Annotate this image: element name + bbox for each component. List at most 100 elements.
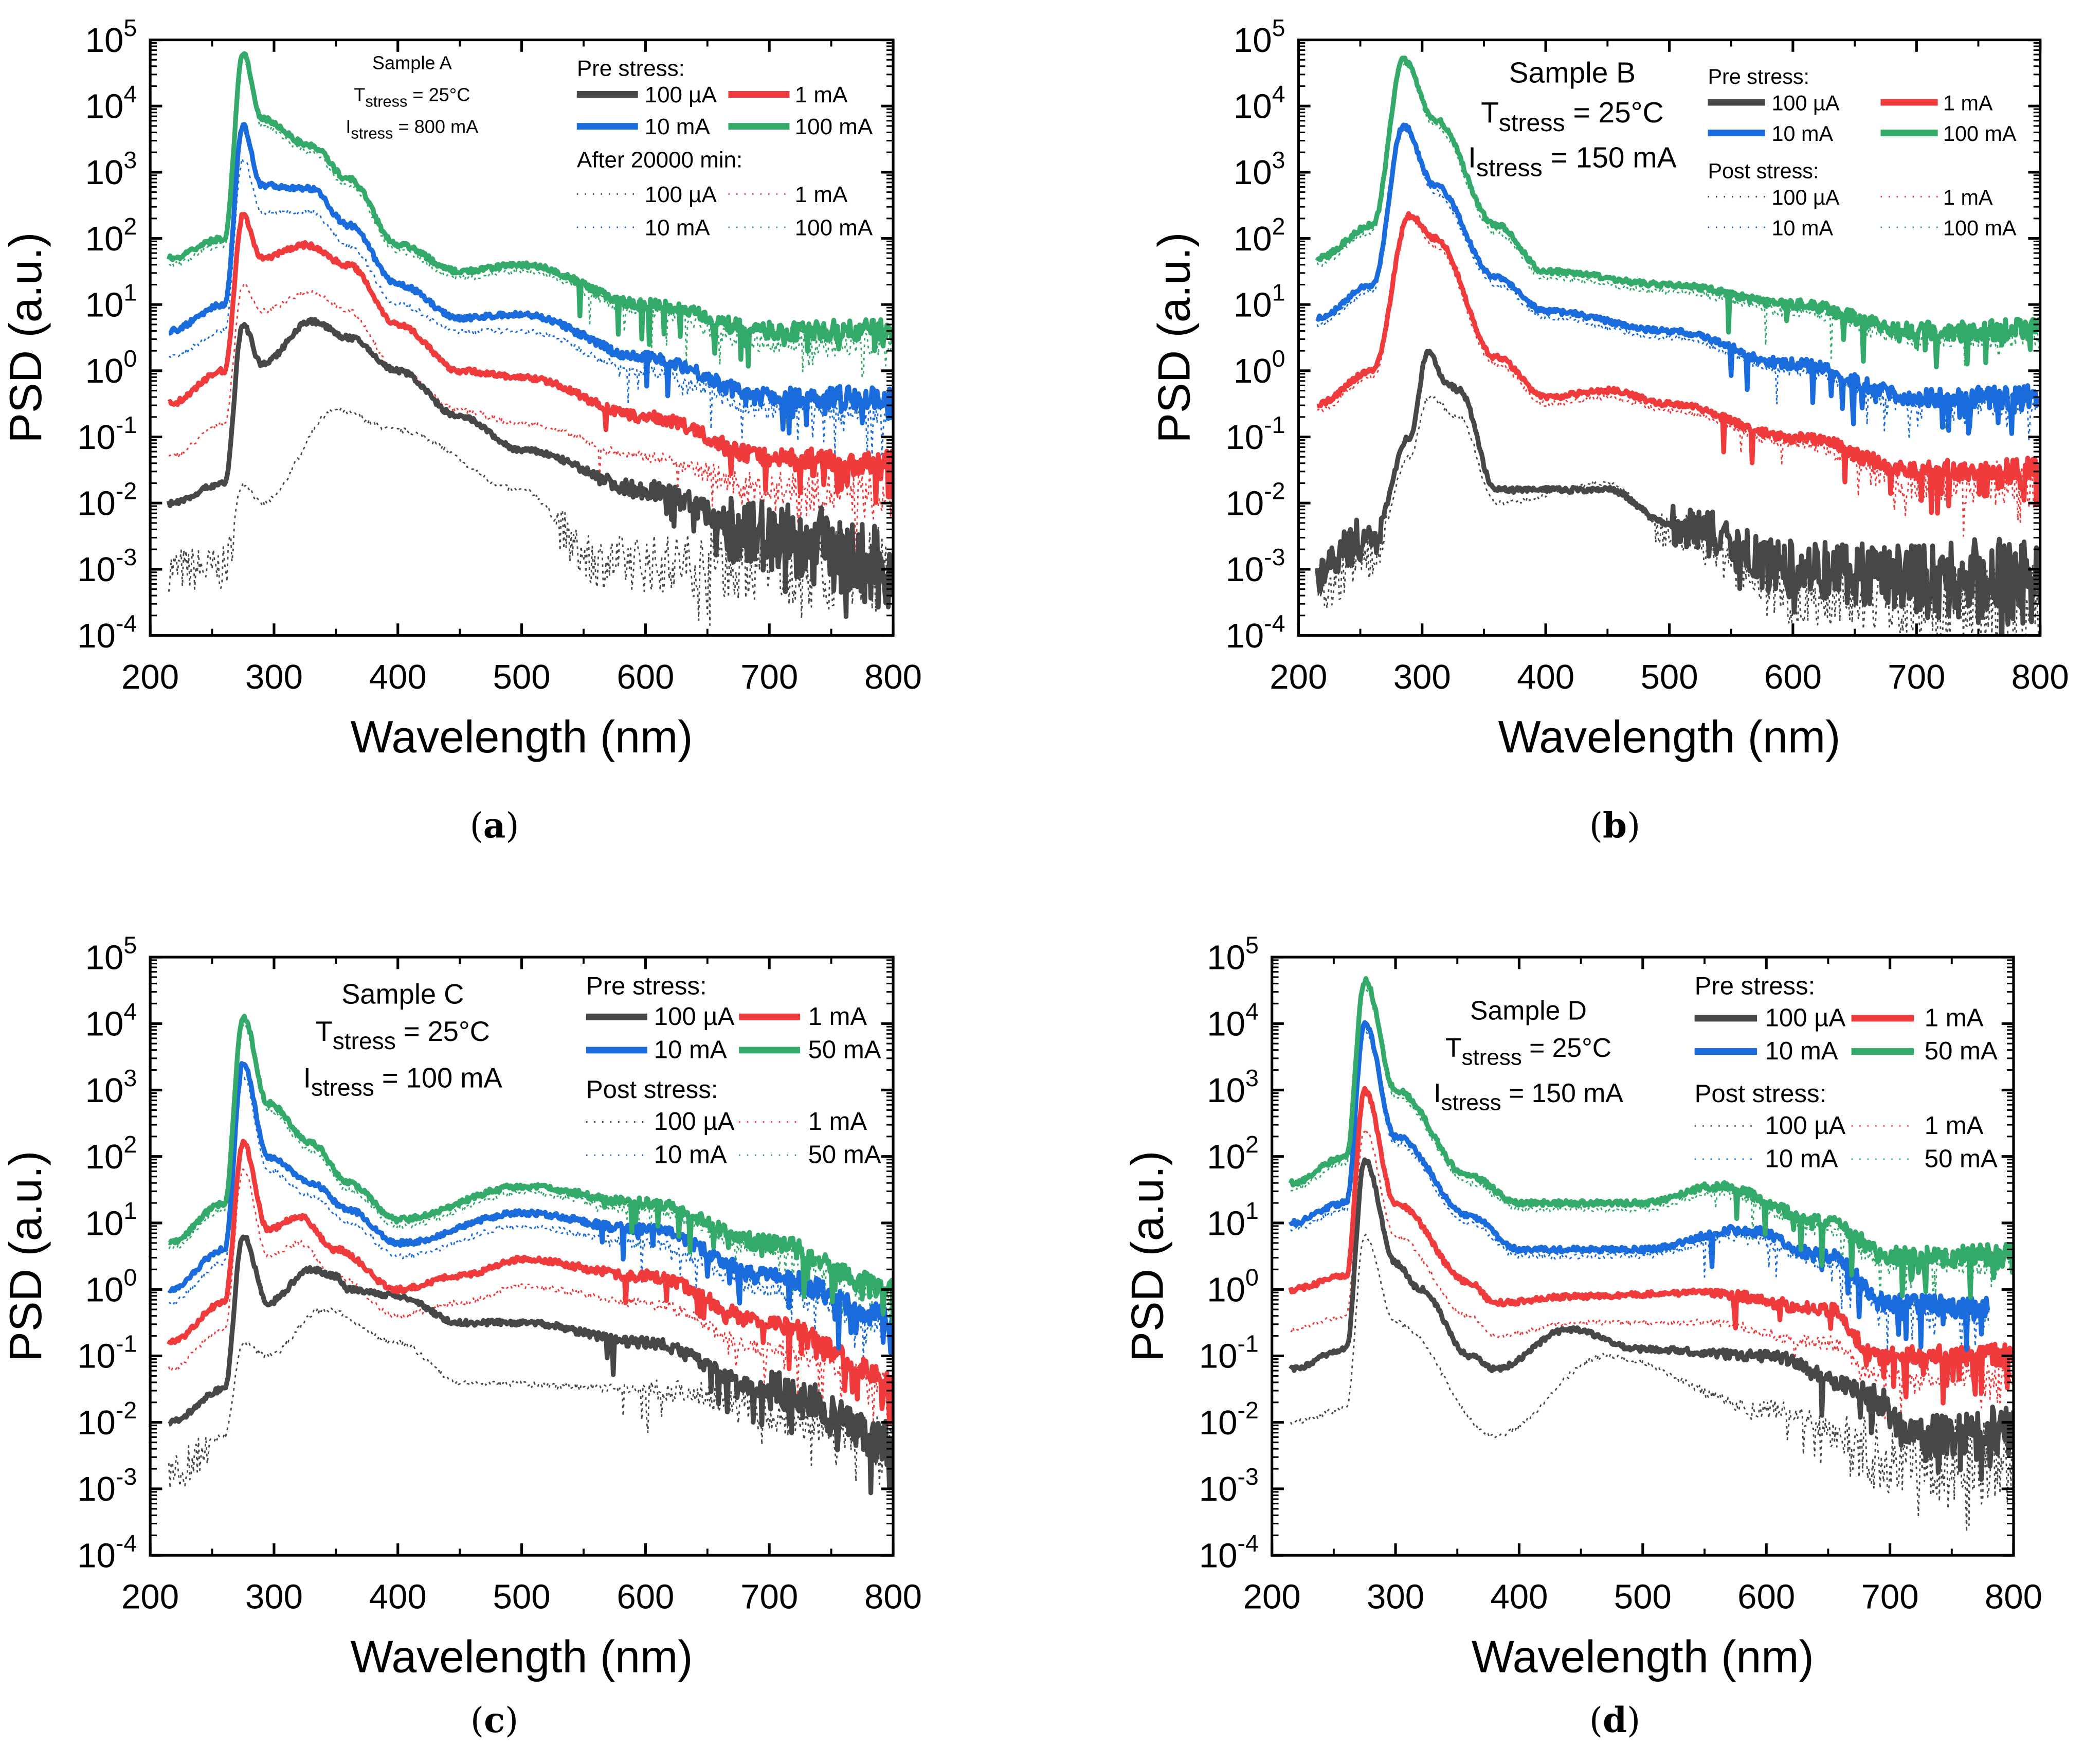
legend-title-post: After 20000 min: [577, 148, 742, 173]
annotation-main: Sample B [1509, 57, 1636, 89]
series-line-post-10ma [169, 1076, 894, 1362]
annotation-main: I [1468, 142, 1476, 174]
y-tick-label: 10-3 [77, 544, 137, 589]
legend-label: 50 mA [808, 1141, 881, 1169]
y-tick-label: 102 [1234, 213, 1285, 258]
series-line-pre-50ma [167, 1014, 894, 1324]
y-tick-label: 103 [1234, 147, 1285, 192]
x-tick-label: 800 [864, 658, 922, 696]
annotation-subscript: stress [333, 1028, 396, 1054]
y-tick-label: 105 [1234, 14, 1285, 60]
y-tick-label: 10-1 [77, 1330, 137, 1376]
legend-title-pre: Pre stress: [577, 56, 685, 81]
y-tick-label: 10-1 [1225, 411, 1285, 457]
y-tick-label: 102 [85, 1131, 137, 1176]
legend-label: 100 µA [654, 1003, 735, 1031]
y-tick-exponent: -4 [1264, 610, 1285, 637]
y-tick-label: 100 [85, 345, 137, 390]
annotation-subscript: stress [1476, 154, 1543, 182]
x-tick-label: 800 [864, 1578, 922, 1616]
x-tick-label: 500 [1640, 658, 1698, 696]
series-line-pre-10ma [1288, 1020, 1990, 1352]
y-tick-label: 100 [1207, 1264, 1259, 1309]
annotation-subscript: stress [365, 92, 407, 110]
series-line-pre-50ma [1288, 976, 2014, 1300]
panel-caption: (a) [470, 805, 519, 845]
annotation-main: I [346, 116, 351, 137]
legend-label: 10 mA [1765, 1037, 1838, 1065]
y-tick-exponent: -4 [116, 1529, 137, 1556]
legend-title-post: Post stress: [586, 1076, 718, 1104]
legend-label: 100 µA [654, 1108, 735, 1136]
y-tick-exponent: -3 [1237, 1463, 1258, 1490]
y-tick-base: 10 [85, 938, 124, 977]
y-tick-label: 103 [85, 1065, 137, 1110]
y-tick-base: 10 [85, 1071, 124, 1110]
y-tick-exponent: 2 [1245, 1131, 1259, 1158]
y-tick-exponent: -1 [116, 411, 137, 438]
y-tick-label: 10-2 [77, 477, 137, 523]
y-axis-label: PSD (a.u.) [1148, 232, 1199, 443]
y-tick-base: 10 [1225, 550, 1264, 589]
legend-label: 50 mA [1925, 1145, 1998, 1173]
y-tick-exponent: 0 [123, 345, 137, 372]
x-tick-label: 200 [1243, 1578, 1301, 1616]
y-tick-base: 10 [1234, 352, 1272, 390]
y-axis-label: PSD (a.u.) [0, 232, 51, 443]
y-tick-base: 10 [1234, 220, 1272, 258]
annotation-line: Istress = 800 mA [346, 116, 479, 142]
series-line-pre-100a [1314, 349, 2040, 636]
y-tick-exponent: 5 [123, 931, 137, 958]
y-tick-exponent: -3 [1264, 544, 1285, 570]
panel-caption: (d) [1589, 1700, 1640, 1740]
annotation-line: Tstress = 25°C [1481, 97, 1664, 137]
caption-paren: ) [505, 805, 519, 845]
y-tick-label: 105 [85, 14, 137, 60]
legend-label: 10 mA [645, 114, 711, 139]
x-axis-label: Wavelength (nm) [351, 1631, 693, 1682]
series-group [167, 1014, 894, 1496]
x-tick-label: 300 [245, 1578, 303, 1616]
annotation-main: T [354, 84, 365, 105]
series-line-pre-10ma [167, 1061, 894, 1355]
y-tick-exponent: -2 [1264, 477, 1285, 504]
y-tick-exponent: 0 [1245, 1264, 1259, 1290]
y-tick-label: 10-2 [1225, 477, 1285, 523]
series-line-pre-10ma [167, 122, 894, 436]
series-line-pre-100ma [1315, 56, 2040, 370]
y-tick-label: 10-2 [77, 1397, 137, 1442]
caption-letter: d [1603, 1700, 1627, 1740]
annotation-line: Sample D [1470, 996, 1587, 1025]
y-tick-exponent: -2 [1237, 1397, 1258, 1424]
x-tick-label: 700 [1888, 658, 1945, 696]
legend-title-post: Post stress: [1695, 1080, 1827, 1108]
y-tick-base: 10 [77, 1403, 116, 1442]
y-tick-label: 102 [85, 213, 137, 258]
legend-title-post: Post stress: [1708, 159, 1819, 183]
y-tick-base: 10 [1207, 1270, 1245, 1309]
x-tick-label: 600 [1737, 1578, 1795, 1616]
chart-panel-c: 200 300 400 500 600 700 80010-410-310-210-1100… [0, 931, 922, 1740]
legend-label: 10 mA [1772, 217, 1834, 240]
y-tick-exponent: 1 [123, 1197, 137, 1224]
y-tick-base: 10 [1207, 1071, 1245, 1110]
legend-label: 100 mA [795, 114, 873, 139]
y-tick-label: 10-1 [77, 411, 137, 457]
legend-label: 100 µA [1772, 186, 1840, 209]
legend-label: 100 µA [1765, 1004, 1846, 1032]
x-tick-label: 600 [617, 658, 674, 696]
y-tick-base: 10 [1199, 1470, 1238, 1508]
x-tick-label: 700 [740, 658, 798, 696]
legend-label: 100 µA [645, 182, 717, 207]
series-line-pre-100a [1288, 1157, 2014, 1482]
series-line-post-100ma [169, 61, 894, 378]
annotation-line: Tstress = 25°C [316, 1016, 490, 1054]
y-tick-label: 10-3 [77, 1463, 137, 1508]
annotation-main: T [1445, 1033, 1462, 1063]
caption-paren: ( [470, 1700, 484, 1740]
series-line-pre-1ma [167, 1139, 894, 1425]
x-tick-label: 300 [245, 658, 303, 696]
series-group [166, 51, 894, 626]
y-tick-label: 100 [1234, 345, 1285, 390]
legend-label: 1 mA [1925, 1112, 1984, 1140]
